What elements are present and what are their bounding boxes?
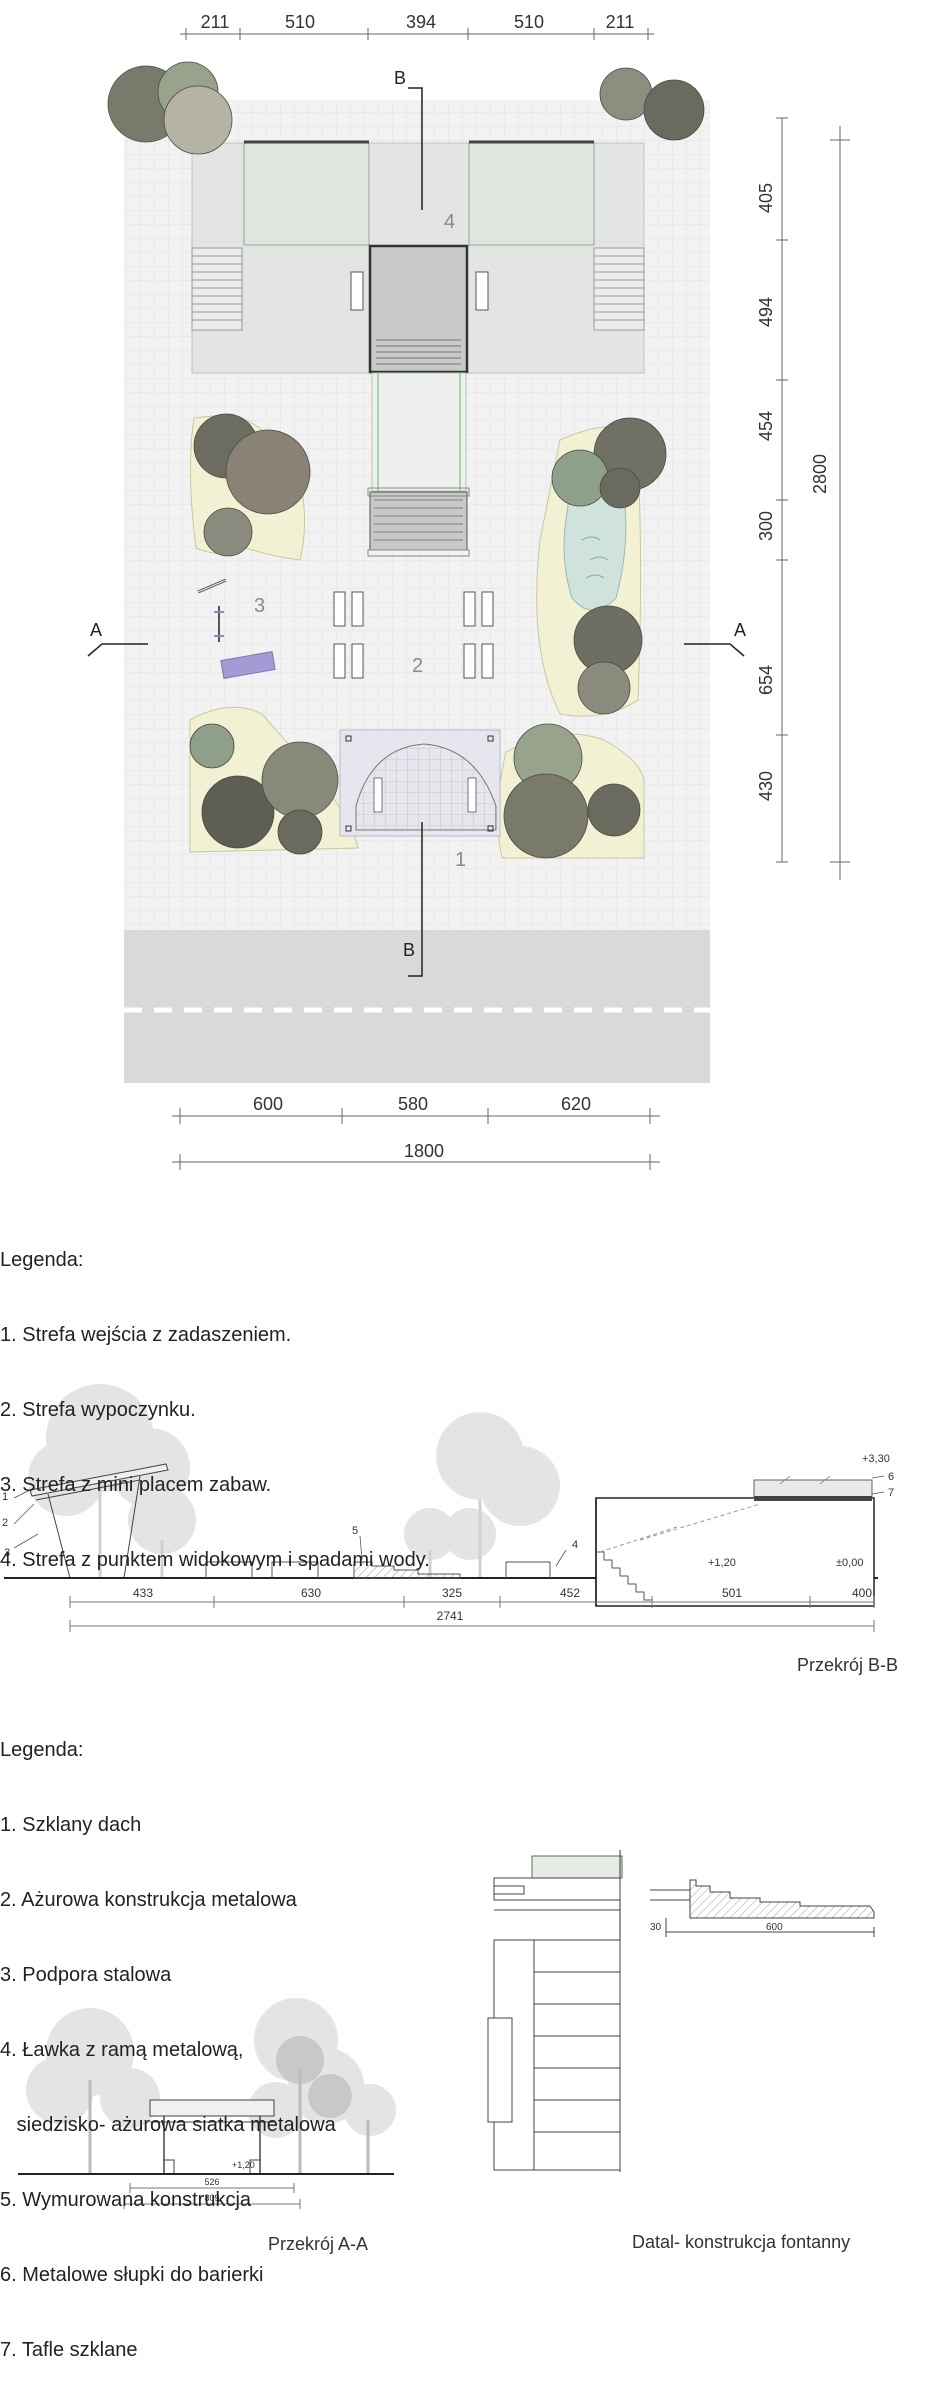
bb-dim-6: 400 [852,1586,872,1600]
dim-right-3: 454 [756,411,776,441]
bb-dim-5: 501 [722,1586,742,1600]
fountain-steps [369,491,468,551]
entrance-canopy [339,729,501,837]
section-a-label-right: A [734,620,746,640]
dim-right-5: 654 [756,665,776,695]
aa-dim-1: 526 [204,2177,219,2187]
level-mid: +1,20 [708,1557,736,1569]
section-legend-item: 2. Ażurowa konstrukcja metalowa [0,1889,297,1911]
right-dimension-chain [776,117,850,880]
section-line-aa [87,643,745,657]
playground [197,578,276,679]
dim-total-height: 2800 [810,454,830,494]
bb-dim-1: 433 [133,1586,153,1600]
plan-legend-item: 4. Strefa z punktem widokowym i spadami … [0,1549,430,1571]
level-zero: ±0,00 [836,1557,863,1569]
zone-label-3: 3 [254,595,265,617]
section-legend-item: 7. Tafle szklane [0,2339,138,2361]
tree-icon [551,417,667,509]
section-aa-caption: Przekrój A-A [268,2234,369,2254]
section-b-label-bottom: B [403,940,415,960]
section-aa: +1,20 526 809 [18,1998,396,2209]
dim-top-4: 510 [514,12,544,32]
bb-dim-total: 2741 [437,1609,464,1623]
section-legend-item: siedzisko- ażurowa siatka metalowa [0,2114,336,2136]
tree-icon [503,723,641,859]
plan-legend-item: 2. Strefa wypoczynku. [0,1399,196,1421]
tree-icon [107,61,233,155]
section-legend-title: Legenda: [0,1739,84,1761]
bottom-dimension-chain [172,1108,660,1170]
central-walkway [367,372,470,557]
tree-icon [201,741,339,855]
plan-legend-item: 1. Strefa wejścia z zadaszeniem. [0,1324,292,1346]
dim-bottom-2: 580 [398,1094,428,1114]
detail-dim-1: 30 [650,1922,662,1933]
aa-dim-2: 809 [204,2193,219,2203]
section-legend: Legenda: 1. Szklany dach 2. Ażurowa kons… [0,1688,336,2388]
zone-label-4: 4 [444,211,455,233]
glass-pane-left [243,142,370,246]
road [124,930,710,1083]
tree-icon [573,605,643,715]
bb-dim-4: 452 [560,1586,580,1600]
bb-dim-3: 325 [442,1586,462,1600]
tree-icon [193,413,311,515]
section-bb-caption: Przekrój B-B [797,1655,899,1675]
dim-right-2: 494 [756,297,776,327]
benches [333,591,494,679]
plan-legend: Legenda: 1. Strefa wejścia z zadaszeniem… [0,1198,430,1598]
callout-7: 7 [888,1487,894,1499]
section-legend-item: 4. Ławka z ramą metalową, [0,2039,244,2061]
dim-top-2: 510 [285,12,315,32]
site-plan: 4 3 2 1 B B A A 211 510 394 [87,12,850,1170]
plan-legend-item: 3. Strefa z mini placem zabaw. [0,1474,272,1496]
dim-top-1: 211 [201,12,230,32]
section-a-label-left: A [90,620,102,640]
section-b-label-top: B [394,68,406,88]
callout-3: 3 [4,1547,10,1559]
zone-label-1: 1 [455,849,466,871]
bb-dim-2: 630 [301,1586,321,1600]
dim-right-6: 430 [756,771,776,801]
dim-bottom-1: 600 [253,1094,283,1114]
play-mat [220,651,276,679]
section-legend-item: 6. Metalowe słupki do barierki [0,2264,264,2286]
top-dimension-chain [180,28,654,40]
tree-icon [203,507,253,557]
dim-bottom-3: 620 [561,1094,591,1114]
level-top: +3,30 [862,1453,890,1465]
section-line-bb [408,87,423,977]
callout-4: 4 [572,1539,578,1551]
trees [107,61,705,859]
tree-icon [189,723,235,769]
section-bb: +3,30 +1,20 ±0,00 1 2 3 4 5 6 7 [2,1384,894,1632]
central-stair [368,244,469,374]
dim-top-5: 211 [606,12,635,32]
glass-pane-right [468,142,595,246]
section-legend-item: 1. Szklany dach [0,1814,142,1836]
zone-label-2: 2 [412,655,423,677]
dim-total-width: 1800 [404,1141,444,1161]
dim-right-1: 405 [756,183,776,213]
dim-right-4: 300 [756,511,776,541]
plan-legend-title: Legenda: [0,1249,84,1271]
fountain-detail: 30 600 [487,1850,875,2172]
stairs-left [191,247,243,331]
site-plan-drawing-sheet: 4 3 2 1 B B A A 211 510 394 [2,12,894,2209]
tree-icon [599,67,705,141]
callout-5: 5 [352,1525,358,1537]
aa-level: +1,20 [232,2160,255,2170]
stairs-right [593,247,645,331]
detail-caption: Datal- konstrukcja fontanny [632,2232,851,2252]
callout-1: 1 [2,1491,8,1503]
callout-2: 2 [2,1517,8,1529]
callout-6: 6 [888,1471,894,1483]
dim-top-3: 394 [406,12,436,32]
section-legend-item: 5. Wymurowana konstrukcja [0,2189,252,2211]
detail-dim-2: 600 [766,1922,783,1933]
viewing-platform [191,140,645,374]
section-legend-item: 3. Podpora stalowa [0,1964,172,1986]
